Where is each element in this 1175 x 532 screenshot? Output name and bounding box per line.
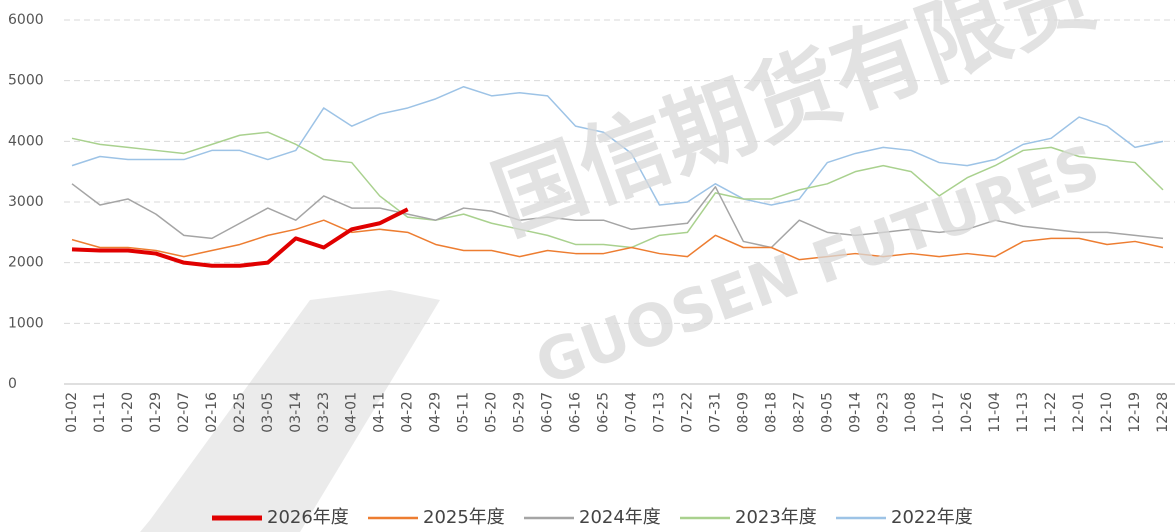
y-tick-label: 2000 — [8, 255, 44, 271]
x-tick-label: 03-23 — [316, 392, 332, 433]
x-tick-label: 06-25 — [596, 392, 612, 433]
x-tick-label: 05-11 — [456, 392, 472, 433]
x-tick-label: 01-29 — [148, 392, 164, 433]
x-tick-label: 08-27 — [791, 392, 807, 433]
x-tick-label: 09-14 — [847, 392, 863, 433]
x-tick-label: 12-28 — [1155, 392, 1171, 433]
y-tick-label: 0 — [8, 376, 17, 392]
series-line — [71, 131, 1164, 249]
x-tick-label: 11-13 — [1015, 392, 1031, 433]
x-tick-label: 06-07 — [540, 392, 556, 433]
series-line — [71, 207, 409, 268]
x-tick-label: 04-20 — [400, 392, 416, 433]
x-tick-label: 09-23 — [875, 392, 891, 433]
x-tick-label: 02-25 — [232, 392, 248, 433]
x-tick-label: 11-22 — [1043, 392, 1059, 433]
x-tick-label: 10-26 — [959, 392, 975, 433]
x-tick-label: 07-04 — [623, 392, 639, 433]
x-tick-label: 02-16 — [204, 392, 220, 433]
x-tick-label: 03-05 — [260, 392, 276, 433]
x-tick-label: 03-14 — [288, 392, 304, 433]
legend-label: 2024年度 — [579, 507, 661, 528]
x-tick-label: 05-29 — [512, 392, 528, 433]
x-tick-label: 11-04 — [987, 392, 1003, 433]
x-tick-label: 10-08 — [903, 392, 919, 433]
x-tick-label: 07-13 — [651, 392, 667, 433]
series-line — [71, 85, 1164, 206]
x-tick-label: 07-22 — [679, 392, 695, 433]
x-tick-label: 02-07 — [176, 392, 192, 433]
y-tick-label: 4000 — [8, 133, 44, 149]
watermark-logo — [140, 290, 440, 532]
legend-label: 2022年度 — [891, 507, 973, 528]
y-tick-label: 6000 — [8, 12, 44, 28]
series-line — [71, 183, 1164, 249]
legend-label: 2026年度 — [267, 507, 349, 528]
x-tick-label: 12-19 — [1127, 392, 1143, 433]
x-tick-label: 09-05 — [819, 392, 835, 433]
x-tick-label: 05-20 — [484, 392, 500, 433]
x-tick-label: 07-31 — [707, 392, 723, 433]
x-tick-label: 04-01 — [344, 392, 360, 433]
y-tick-label: 1000 — [8, 315, 44, 331]
x-tick-label: 04-29 — [428, 392, 444, 433]
x-tick-label: 01-20 — [120, 392, 136, 433]
x-tick-label: 01-02 — [64, 392, 80, 433]
y-tick-label: 5000 — [8, 73, 44, 89]
legend-label: 2025年度 — [423, 507, 505, 528]
legend-label: 2023年度 — [735, 507, 817, 528]
y-tick-label: 3000 — [8, 194, 44, 210]
x-tick-label: 10-17 — [931, 392, 947, 433]
series-line — [71, 219, 1164, 261]
x-tick-label: 04-11 — [372, 392, 388, 433]
x-tick-label: 01-11 — [92, 392, 108, 433]
watermark: 国信期货有限责 GUOSEN FUTURES — [480, 0, 1108, 398]
x-tick-label: 12-01 — [1071, 392, 1087, 433]
x-tick-label: 08-09 — [735, 392, 751, 433]
x-tick-label: 08-18 — [763, 392, 779, 433]
x-tick-label: 06-16 — [568, 392, 584, 433]
x-tick-label: 12-10 — [1099, 392, 1115, 433]
